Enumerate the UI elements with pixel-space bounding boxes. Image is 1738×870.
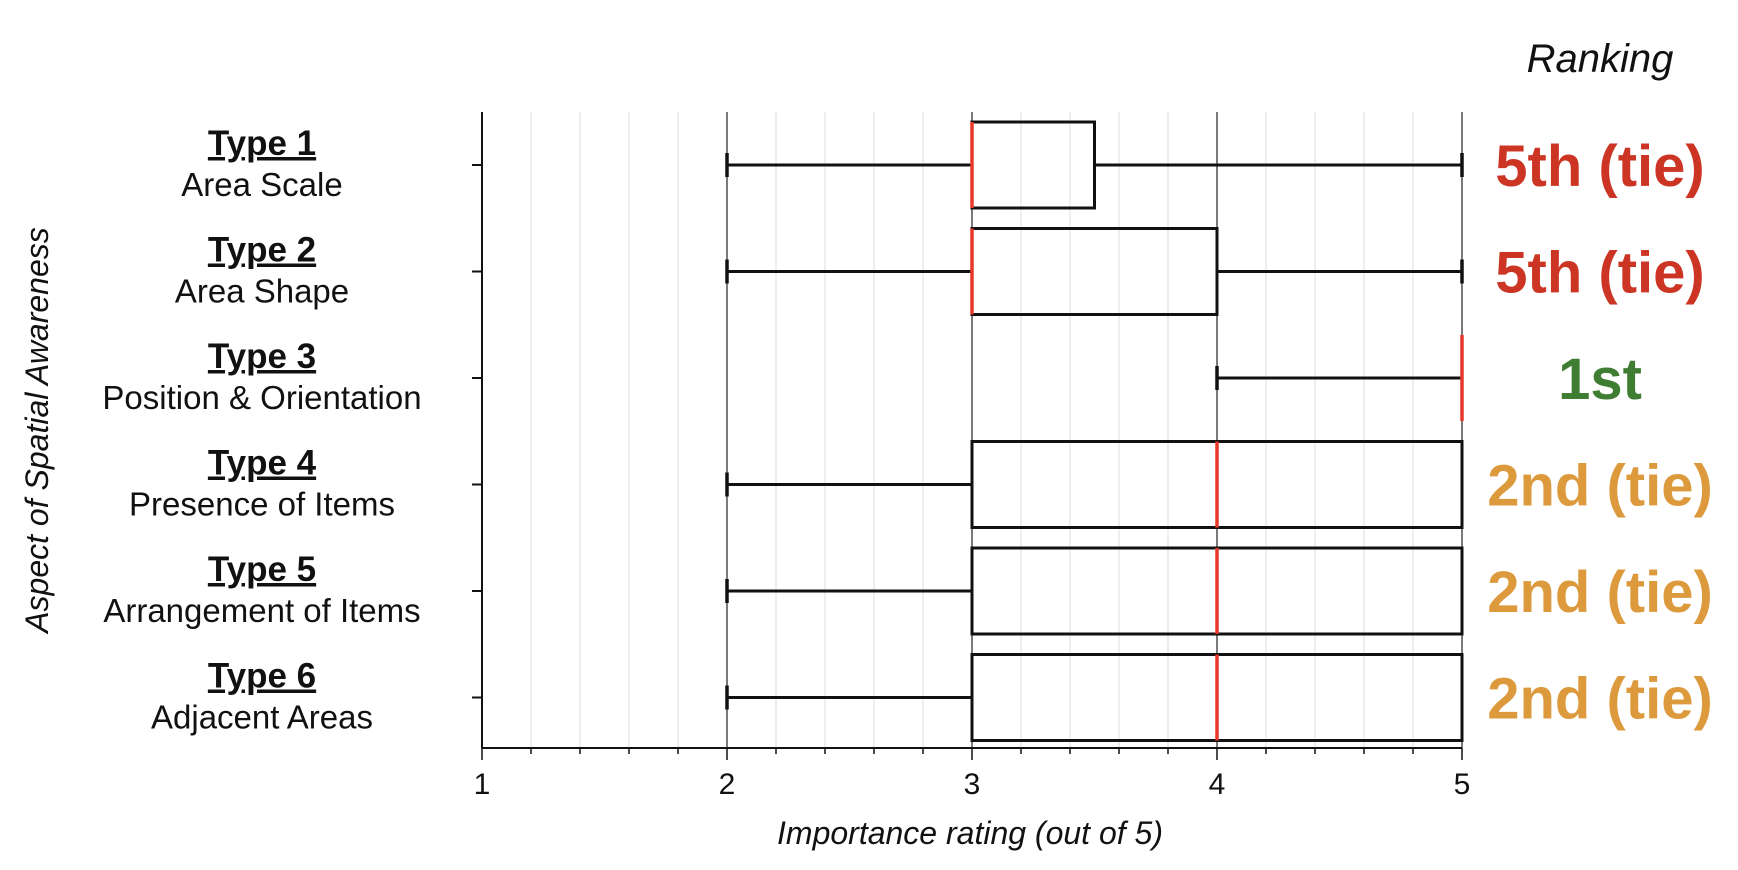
category-subtitle: Area Scale (181, 166, 342, 203)
ranking-label: 5th (tie) (1495, 241, 1704, 306)
category-title: Type 2 (208, 231, 316, 270)
category-subtitle: Presence of Items (129, 486, 395, 523)
y-axis-title: Aspect of Spatial Awareness (19, 227, 55, 635)
box-row-type-5 (725, 546, 1464, 636)
category-subtitle: Adjacent Areas (151, 699, 373, 736)
category-subtitle: Arrangement of Items (103, 592, 420, 629)
category-subtitle: Area Shape (175, 273, 349, 310)
category-title: Type 3 (208, 337, 316, 376)
ranking-label: 1st (1558, 347, 1642, 412)
iqr-box (970, 120, 1096, 210)
box-row-type-2 (725, 227, 1464, 316)
x-tick-label: 4 (1209, 768, 1226, 801)
category-title: Type 4 (208, 444, 317, 483)
x-tick-label: 2 (719, 768, 736, 801)
category-title: Type 6 (208, 657, 316, 696)
ranking-label: 2nd (tie) (1487, 560, 1713, 625)
box-row-type-6 (725, 653, 1464, 742)
x-tick-label: 5 (1454, 768, 1471, 801)
ranking-label: 2nd (tie) (1487, 667, 1713, 732)
ranking-column: 5th (tie) 5th (tie) 1st 2nd (tie) 2nd (tie) 2… (1487, 134, 1713, 732)
ranking-label: 2nd (tie) (1487, 454, 1713, 519)
iqr-box (970, 227, 1219, 316)
axes: 1 2 3 4 5 (472, 112, 1470, 801)
category-title: Type 5 (208, 550, 316, 589)
x-axis-title: Importance rating (out of 5) (777, 815, 1163, 851)
box-row-type-3 (1215, 335, 1464, 421)
category-subtitle: Position & Orientation (102, 379, 421, 416)
ranking-label: 5th (tie) (1495, 134, 1704, 199)
x-tick-label: 3 (964, 768, 981, 801)
box-plot-series (725, 120, 1464, 742)
grid-lines (530, 112, 1463, 748)
x-tick-label: 1 (474, 768, 491, 801)
box-row-type-1 (725, 120, 1464, 210)
box-row-type-4 (725, 440, 1464, 529)
ranking-header: Ranking (1527, 37, 1674, 81)
category-title: Type 1 (208, 124, 316, 163)
